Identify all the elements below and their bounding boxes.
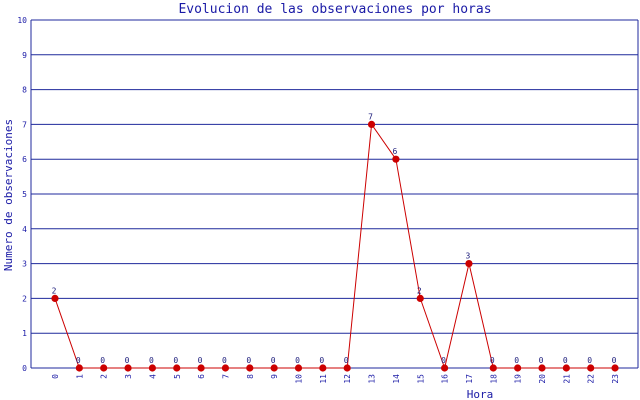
- data-point: [562, 364, 570, 372]
- data-point: [441, 364, 449, 372]
- data-label: 0: [198, 356, 203, 365]
- x-tick-label: 5: [173, 374, 182, 379]
- x-tick-label: 2: [100, 374, 109, 379]
- data-label: 2: [417, 286, 422, 295]
- x-tick-label: 4: [148, 374, 157, 379]
- x-tick-label: 23: [611, 374, 620, 384]
- x-tick-label: 13: [368, 374, 377, 384]
- x-tick-label: 9: [270, 374, 279, 379]
- x-tick-label: 19: [514, 374, 523, 384]
- chart-title: Evolucion de las observaciones por horas: [178, 2, 491, 17]
- series-observaciones: [51, 120, 619, 372]
- x-tick-label: 8: [246, 374, 255, 379]
- series-line: [54, 123, 616, 370]
- y-axis-label: Numero de observaciones: [2, 119, 15, 271]
- data-point: [514, 364, 522, 372]
- y-tick-label: 7: [22, 120, 27, 129]
- x-tick-label: 6: [197, 374, 206, 379]
- data-labels: 2 0 0 0 0 0 0 0 0 0 0 0 0 7 6 2 0 3 0 0 0 0 0 0: [52, 112, 617, 365]
- data-label: 2: [52, 286, 57, 295]
- x-tick-label: 15: [416, 374, 425, 384]
- grid-lines: [31, 19, 638, 334]
- data-point: [221, 364, 230, 372]
- data-label: 0: [100, 356, 105, 365]
- data-label: 0: [563, 356, 568, 365]
- data-point: [416, 294, 424, 302]
- y-tick-label: 9: [22, 51, 27, 60]
- data-label: 6: [392, 147, 397, 156]
- x-tick-label: 10: [295, 374, 304, 384]
- x-tick-labels: 0 1 2 3 4 5 6 7 8 9 10 11 12 13 14 15 16 17 18 19 20 21 22 23: [51, 374, 620, 384]
- data-label: 0: [125, 356, 130, 365]
- x-tick-label: 18: [489, 374, 498, 384]
- data-point: [294, 364, 303, 372]
- data-point: [75, 364, 83, 372]
- data-point: [319, 364, 327, 372]
- x-tick-label: 16: [441, 374, 450, 384]
- data-point: [148, 364, 156, 372]
- x-tick-label: 3: [124, 374, 133, 379]
- data-label: 0: [539, 356, 544, 365]
- y-tick-label: 2: [22, 294, 27, 303]
- data-point: [587, 364, 595, 372]
- data-point: [173, 364, 181, 372]
- x-tick-label: 12: [343, 374, 352, 384]
- y-tick-label: 3: [22, 260, 27, 269]
- data-label: 0: [319, 356, 324, 365]
- x-tick-label: 11: [319, 374, 328, 384]
- data-label: 7: [368, 112, 373, 121]
- data-point: [197, 364, 205, 372]
- y-tick-label: 5: [22, 190, 27, 199]
- data-label: 0: [514, 356, 519, 365]
- data-label: 0: [612, 356, 617, 365]
- data-label: 0: [149, 356, 154, 365]
- data-point: [124, 364, 132, 372]
- data-label: 0: [587, 356, 592, 365]
- x-tick-label: 1: [75, 374, 84, 379]
- data-label: 0: [246, 356, 251, 365]
- data-label: 0: [222, 356, 227, 365]
- y-tick-label: 4: [22, 225, 27, 234]
- data-point: [611, 364, 619, 372]
- x-tick-label: 22: [587, 374, 596, 384]
- y-tick-label: 8: [22, 86, 27, 95]
- data-label: 0: [344, 356, 349, 365]
- x-tick-label: 17: [465, 374, 474, 384]
- y-tick-labels: 0 1 2 3 4 5 6 7 8 9 10: [17, 16, 27, 373]
- data-label: 0: [173, 356, 178, 365]
- x-tick-label: 0: [51, 374, 60, 379]
- x-axis-label: Hora: [467, 388, 494, 400]
- data-label: 0: [76, 356, 81, 365]
- data-point: [367, 120, 376, 128]
- data-point: [270, 364, 278, 372]
- data-point: [51, 294, 59, 302]
- y-tick-label: 1: [22, 329, 27, 338]
- y-tick-label: 6: [22, 155, 27, 164]
- data-label: 0: [295, 356, 300, 365]
- data-label: 0: [490, 356, 495, 365]
- x-tick-label: 14: [392, 374, 401, 384]
- data-point: [392, 155, 400, 163]
- x-tick-label: 20: [538, 374, 547, 384]
- y-tick-label: 0: [22, 364, 27, 373]
- x-tick-label: 21: [562, 374, 571, 384]
- data-label: 3: [466, 252, 471, 261]
- data-point: [246, 364, 254, 372]
- data-point: [343, 364, 351, 372]
- x-tick-label: 7: [221, 374, 230, 379]
- data-point: [465, 260, 473, 268]
- y-tick-label: 10: [17, 16, 27, 25]
- data-point: [100, 364, 108, 372]
- data-label: 0: [271, 356, 276, 365]
- data-label: 0: [441, 356, 446, 365]
- data-point: [538, 364, 546, 372]
- data-point: [489, 364, 497, 372]
